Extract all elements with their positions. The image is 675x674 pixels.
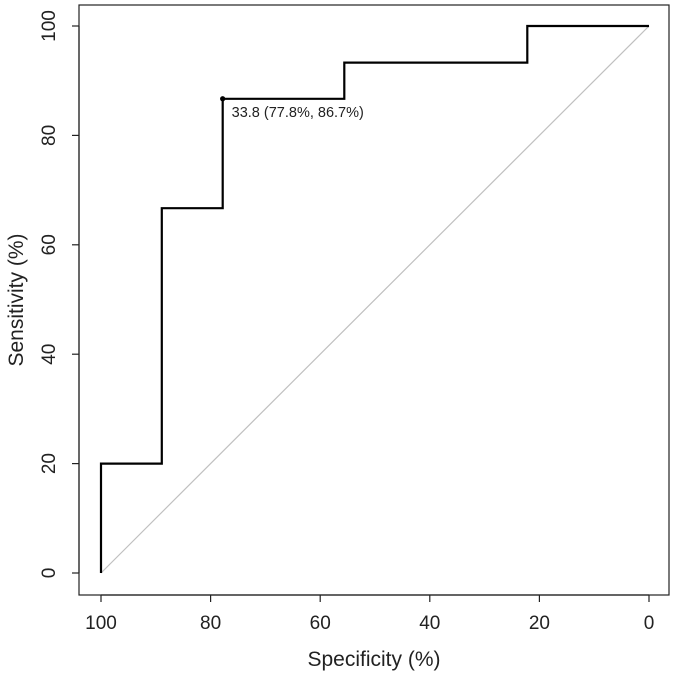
y-axis-title: Sensitivity (%) [5,233,28,366]
y-tick-label: 40 [39,344,60,365]
x-tick-label: 60 [310,613,331,634]
y-tick-label: 80 [39,125,60,146]
y-tick-label: 0 [39,568,60,579]
y-tick-label: 60 [39,234,60,255]
x-tick-label: 0 [644,613,655,634]
y-tick-label: 100 [39,10,60,42]
reference-diagonal [100,25,650,574]
best-threshold-point [220,96,226,102]
x-axis: 100 80 60 40 20 0 [85,594,655,634]
x-tick-label: 20 [529,613,550,634]
x-tick-label: 100 [85,613,117,634]
y-axis: 0 20 40 60 80 100 [39,10,80,579]
x-axis-title: Specificity (%) [307,648,440,671]
y-tick-label: 20 [39,453,60,474]
x-tick-label: 40 [419,613,440,634]
x-tick-label: 80 [200,613,221,634]
best-threshold-label: 33.8 (77.8%, 86.7%) [232,105,364,121]
